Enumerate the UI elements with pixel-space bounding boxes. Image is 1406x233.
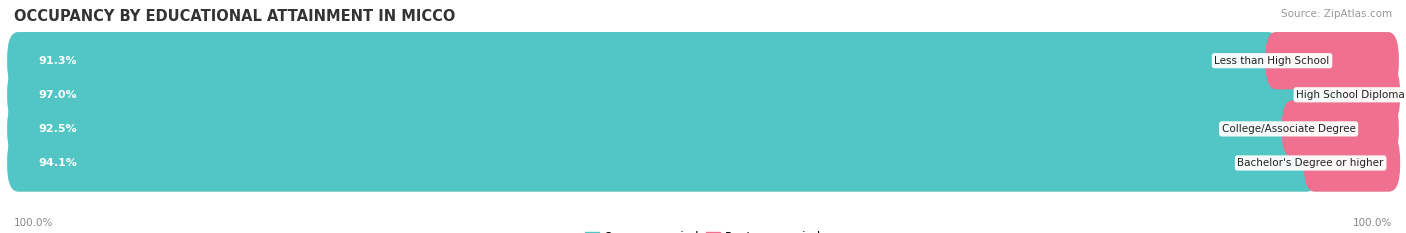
FancyBboxPatch shape [7,134,1399,192]
FancyBboxPatch shape [1344,66,1400,123]
FancyBboxPatch shape [7,32,1399,89]
Text: 100.0%: 100.0% [1353,218,1392,228]
FancyBboxPatch shape [1282,100,1399,158]
Legend: Owner-occupied, Renter-occupied: Owner-occupied, Renter-occupied [579,226,827,233]
FancyBboxPatch shape [1265,32,1399,89]
Text: 91.3%: 91.3% [39,56,77,66]
FancyBboxPatch shape [1303,134,1400,192]
Text: Less than High School: Less than High School [1215,56,1330,66]
FancyBboxPatch shape [7,100,1295,158]
FancyBboxPatch shape [7,32,1279,89]
Text: Bachelor's Degree or higher: Bachelor's Degree or higher [1237,158,1384,168]
Text: 100.0%: 100.0% [14,218,53,228]
Text: 92.5%: 92.5% [39,124,77,134]
FancyBboxPatch shape [7,134,1317,192]
Text: OCCUPANCY BY EDUCATIONAL ATTAINMENT IN MICCO: OCCUPANCY BY EDUCATIONAL ATTAINMENT IN M… [14,9,456,24]
FancyBboxPatch shape [7,100,1399,158]
Text: High School Diploma: High School Diploma [1296,90,1405,100]
Text: Source: ZipAtlas.com: Source: ZipAtlas.com [1281,9,1392,19]
Text: 94.1%: 94.1% [39,158,77,168]
FancyBboxPatch shape [7,66,1399,123]
FancyBboxPatch shape [7,66,1358,123]
Text: 97.0%: 97.0% [39,90,77,100]
Text: College/Associate Degree: College/Associate Degree [1222,124,1355,134]
